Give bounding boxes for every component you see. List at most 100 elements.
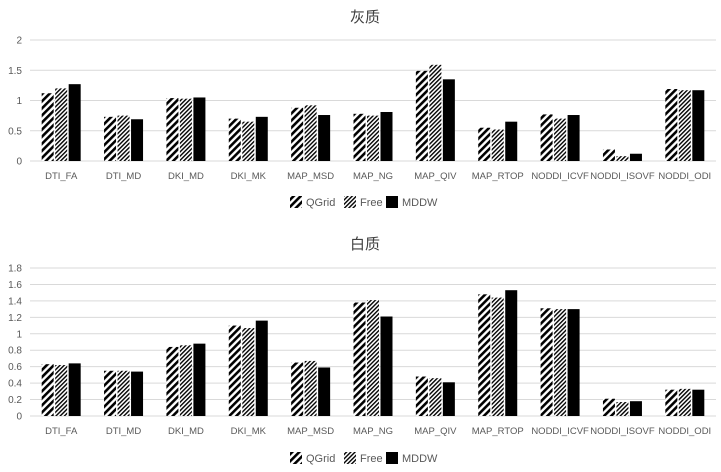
x-tick-label: MAP_QIV (414, 426, 457, 437)
y-tick-label: 0.4 (8, 379, 22, 390)
bar-mddw-map-rtop (505, 290, 518, 416)
x-tick-label: DTI_MD (106, 426, 142, 437)
bar-qgrid-dki-mk (228, 118, 241, 161)
bar-qgrid-dki-mk (228, 325, 241, 416)
bar-mddw-dti-fa (68, 84, 81, 161)
bar-mddw-dki-mk (255, 116, 268, 161)
bar-mddw-map-qiv (442, 382, 455, 416)
bar-free-dki-md (179, 98, 192, 161)
bar-free-dti-fa (55, 88, 68, 161)
bar-free-dti-fa (55, 365, 68, 416)
x-tick-label: NODDI_ODI (658, 171, 711, 182)
legend-swatch-free (344, 196, 356, 208)
x-tick-label: DKI_MD (168, 426, 204, 437)
bar-qgrid-noddi-odi (665, 89, 678, 161)
x-tick-label: DKI_MK (231, 426, 267, 437)
bar-free-map-qiv (429, 64, 442, 161)
bar-qgrid-dki-md (166, 98, 179, 161)
gray-matter-chart: 灰质 0 0.5 1 1.5 2 DTI_FA DTI_MD DKI_MD DKI_MK MAP… (8, 9, 716, 209)
legend-label-qgrid: QGrid (306, 197, 335, 209)
x-tick-labels: DTI_FA DTI_MD DKI_MD DKI_MK MAP_MSD MAP_NG MAP… (45, 171, 711, 182)
bar-qgrid-noddi-odi (665, 389, 678, 416)
x-tick-label: MAP_NG (353, 171, 393, 182)
x-tick-label: MAP_QIV (414, 171, 457, 182)
bar-mddw-noddi-icvf (567, 309, 580, 416)
bar-mddw-noddi-isovf (629, 153, 642, 161)
bar-qgrid-map-ng (353, 302, 366, 416)
bar-free-map-ng (367, 300, 379, 416)
bar-mddw-map-ng (380, 111, 393, 161)
bar-free-map-msd (304, 360, 317, 416)
bar-free-dki-mk (242, 121, 255, 161)
legend-label-free: Free (360, 197, 383, 209)
bar-free-dti-md (117, 115, 130, 161)
y-tick-label: 1.8 (8, 264, 22, 275)
bar-qgrid-dti-fa (41, 364, 54, 416)
x-tick-label: NODDI_ICVF (531, 171, 589, 182)
bar-mddw-map-msd (318, 367, 331, 416)
bar-qgrid-map-msd (291, 362, 304, 416)
legend-swatch-qgrid (290, 196, 302, 208)
bar-free-map-ng (367, 115, 379, 161)
legend-swatch-mddw (386, 452, 398, 464)
legend-swatch-qgrid (290, 452, 302, 464)
bar-mddw-noddi-icvf (567, 115, 580, 161)
bar-qgrid-noddi-isovf (602, 149, 615, 161)
y-tick-label: 1.6 (8, 280, 22, 291)
y-tick-label: 0.8 (8, 346, 22, 357)
bar-qgrid-noddi-icvf (540, 308, 553, 416)
bar-qgrid-map-rtop (478, 294, 491, 416)
bar-mddw-map-msd (318, 115, 331, 161)
bar-mddw-dti-fa (68, 363, 81, 416)
x-tick-labels: DTI_FA DTI_MD DKI_MD DKI_MK MAP_MSD MAP_NG MAP… (45, 426, 711, 437)
legend-label-mddw: MDDW (402, 453, 438, 465)
x-tick-label: MAP_RTOP (472, 171, 524, 182)
legend-swatch-mddw (386, 196, 398, 208)
x-tick-label: NODDI_ISOVF (590, 426, 655, 437)
bar-mddw-noddi-odi (692, 90, 705, 161)
bar-qgrid-map-rtop (478, 127, 491, 161)
x-tick-label: DTI_FA (45, 426, 78, 437)
legend: QGrid Free MDDW (290, 196, 438, 209)
y-tick-label: 0 (16, 412, 22, 423)
bar-free-map-rtop (491, 129, 504, 161)
y-tick-label: 1.2 (8, 313, 22, 324)
bar-mddw-map-qiv (442, 79, 455, 161)
bar-mddw-map-ng (380, 316, 393, 416)
bar-mddw-dki-mk (255, 320, 268, 416)
y-tick-label: 0.6 (8, 362, 22, 373)
x-tick-label: DKI_MD (168, 171, 204, 182)
y-tick-label: 0.2 (8, 395, 22, 406)
bar-qgrid-dti-fa (41, 93, 54, 161)
x-tick-label: MAP_MSD (287, 426, 334, 437)
bars (41, 64, 705, 161)
x-tick-label: NODDI_ISOVF (590, 171, 655, 182)
bar-qgrid-dti-md (104, 370, 117, 416)
bar-free-noddi-icvf (554, 118, 567, 161)
bar-mddw-dti-md (131, 371, 144, 416)
x-tick-label: NODDI_ICVF (531, 426, 589, 437)
y-tick-labels: 0 0.2 0.4 0.6 0.8 1 1.2 1.4 1.6 1.8 (8, 264, 22, 423)
bar-mddw-noddi-isovf (629, 401, 642, 416)
bar-mddw-map-rtop (505, 121, 518, 161)
chart-title: 灰质 (350, 9, 380, 26)
bar-mddw-dti-md (131, 119, 144, 161)
bar-qgrid-map-qiv (415, 70, 428, 161)
legend: QGrid Free MDDW (290, 452, 438, 465)
x-tick-label: DTI_FA (45, 171, 78, 182)
bar-qgrid-map-msd (291, 107, 304, 161)
bar-qgrid-dti-md (104, 116, 117, 161)
bar-mddw-noddi-odi (692, 389, 705, 416)
bar-qgrid-noddi-icvf (540, 114, 553, 161)
bar-free-noddi-odi (678, 90, 691, 161)
bar-free-map-qiv (429, 378, 442, 416)
bar-free-map-rtop (491, 297, 504, 416)
bar-free-noddi-icvf (554, 309, 567, 416)
bar-qgrid-dki-md (166, 346, 179, 416)
bars (41, 290, 705, 416)
white-matter-chart: 白质 00.20.40.60.811.21.41.61.8 DTI_FA DTI_… (8, 236, 716, 465)
x-tick-label: MAP_NG (353, 426, 393, 437)
y-tick-label: 0 (16, 157, 22, 168)
